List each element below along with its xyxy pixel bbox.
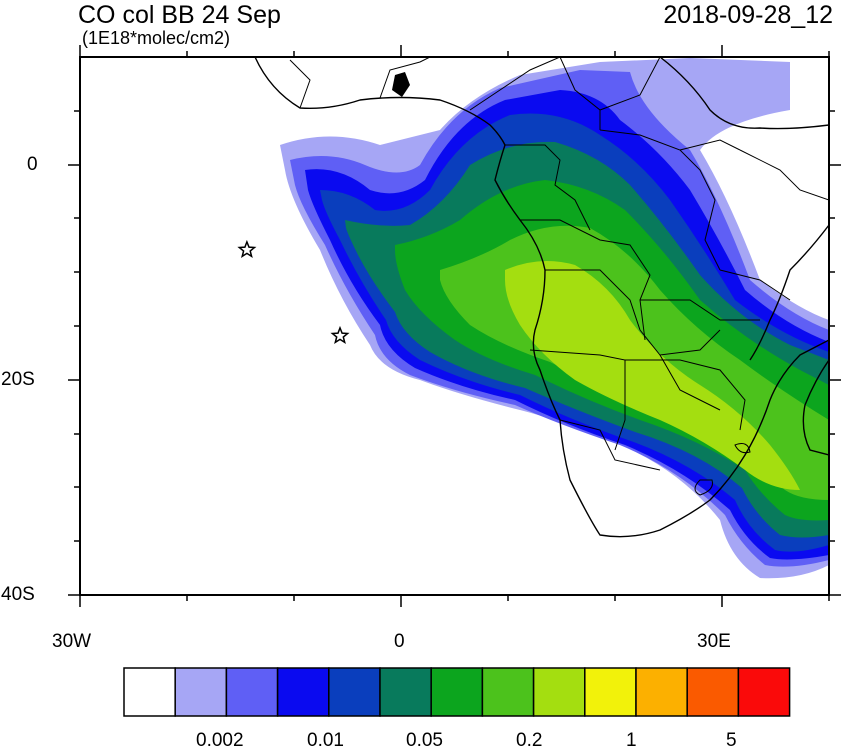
country-border: [469, 57, 561, 111]
coastline-layer: [254, 57, 829, 538]
x-tick-marks: [79, 45, 830, 607]
colorbar-label: 0.01: [307, 730, 344, 751]
star-marker: [237, 239, 257, 259]
units-label: (1E18*molec/cm2): [82, 28, 231, 48]
coastline: [659, 57, 829, 130]
colorbar-swatch: [379, 667, 432, 717]
colorbar-swatch: [430, 667, 484, 717]
borders-layer: [289, 57, 829, 496]
colorbar-swatch: [635, 667, 688, 717]
co-plume-layer: [280, 58, 829, 579]
country-border: [694, 479, 713, 496]
star-marker: [330, 325, 350, 345]
x-tick-label: 30E: [697, 631, 731, 652]
coastline: [749, 224, 829, 361]
country-border: [679, 139, 741, 151]
colorbar-swatch: [584, 667, 637, 717]
country-border: [505, 144, 591, 231]
colorbar-swatch: [276, 667, 330, 717]
y-tick-marks: [68, 110, 841, 596]
colorbar-swatch: [737, 667, 791, 717]
country-border: [734, 443, 751, 454]
country-border: [739, 149, 829, 201]
colorbar-swatch: [225, 667, 279, 717]
country-border: [659, 354, 721, 411]
timestamp-label: 2018-09-28_12: [663, 1, 833, 29]
y-tick-label: 40S: [1, 584, 35, 605]
colorbar-label: 5: [726, 730, 737, 751]
country-border: [625, 359, 746, 431]
country-border: [545, 269, 721, 356]
coastline: [494, 144, 829, 538]
coastline: [254, 57, 506, 146]
colorbar-swatch: [532, 667, 586, 717]
country-border: [559, 57, 601, 130]
colorbar-swatch: [686, 667, 740, 717]
country-border: [379, 57, 431, 99]
colorbar-swatch: [481, 667, 535, 717]
colorbar: [123, 667, 791, 717]
lake-icon: [392, 72, 410, 97]
colorbar-swatch: [328, 667, 381, 717]
country-border: [559, 419, 661, 471]
country-border: [599, 129, 721, 271]
country-border: [289, 59, 311, 109]
colorbar-label: 1: [626, 730, 637, 751]
station-markers: [237, 239, 350, 345]
plume-band-8: [505, 261, 800, 490]
coastline: [802, 359, 829, 456]
colorbar-swatch: [123, 667, 176, 717]
country-border: [719, 269, 791, 301]
x-tick-label: 30W: [52, 631, 92, 652]
colorbar-label: 0.2: [516, 730, 543, 751]
x-tick-label: 0: [394, 631, 405, 652]
colorbar-label: 0.05: [406, 730, 443, 751]
country-border: [640, 299, 760, 321]
country-border: [599, 57, 661, 111]
map-title: CO col BB 24 Sep: [78, 1, 281, 29]
colorbar-swatch: [174, 667, 228, 717]
y-tick-label: 0: [27, 154, 38, 175]
colorbar-label: 0.002: [196, 730, 244, 751]
y-tick-label: 20S: [1, 369, 35, 390]
